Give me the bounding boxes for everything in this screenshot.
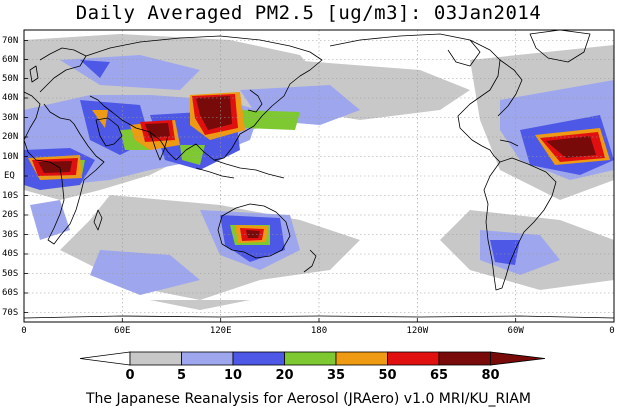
level-over-80-region [38,96,596,238]
lon-label: 0 [21,326,27,336]
map-title: Daily Averaged PM2.5 [ug/m3]: 03Jan2014 [75,2,542,24]
concentration-field [24,30,614,322]
lat-label: 40S [2,249,19,259]
lat-label: 50S [2,268,19,279]
lat-label: 30N [2,112,19,123]
colorbar-segment [335,351,388,366]
lon-label: 0 [609,326,615,336]
colorbar-label: 80 [481,368,500,383]
colorbar-label: 0 [125,368,135,383]
coastlines [24,30,614,319]
lat-label: 30S [2,229,19,240]
lat-label: 20S [2,210,19,220]
colorbar [79,351,546,366]
lat-label: 10N [2,151,19,162]
colorbar-segment [181,351,234,366]
colorbar-segment [129,351,182,366]
lon-label: 120E [209,326,232,336]
lat-label: 60S [2,288,19,298]
colorbar-label: 10 [223,368,243,383]
colorbar-label: 50 [378,368,397,383]
colorbar-label: 20 [275,368,294,383]
colorbar-label: 65 [429,368,449,383]
colorbar-segment [284,351,337,366]
lat-label: 40N [2,93,19,103]
lon-label: 60W [507,326,524,336]
colorbar-segment [490,351,546,366]
colorbar-segment [387,351,440,366]
map-gridlines [24,30,614,322]
lon-label: 60E [114,326,131,336]
colorbar-segment [438,351,491,366]
axis-ticks [24,40,517,322]
lat-label: 60N [2,54,19,65]
lat-label: 50N [2,73,19,84]
lon-label: 180 [310,326,328,336]
colorbar-segment [79,351,131,366]
lon-label: 120W [406,326,429,336]
pm25-map [23,29,615,323]
lat-label: 70S [2,307,19,318]
colorbar-label: 35 [326,368,346,383]
lat-label: 70N [2,35,19,46]
lat-label: 10S [2,190,19,201]
colorbar-label: 5 [176,368,187,383]
lat-label: EQ [4,171,15,181]
colorbar-segment [232,351,285,366]
lat-label: 20N [2,132,19,142]
footer-credit: The Japanese Reanalysis for Aerosol (JRA… [85,391,532,407]
